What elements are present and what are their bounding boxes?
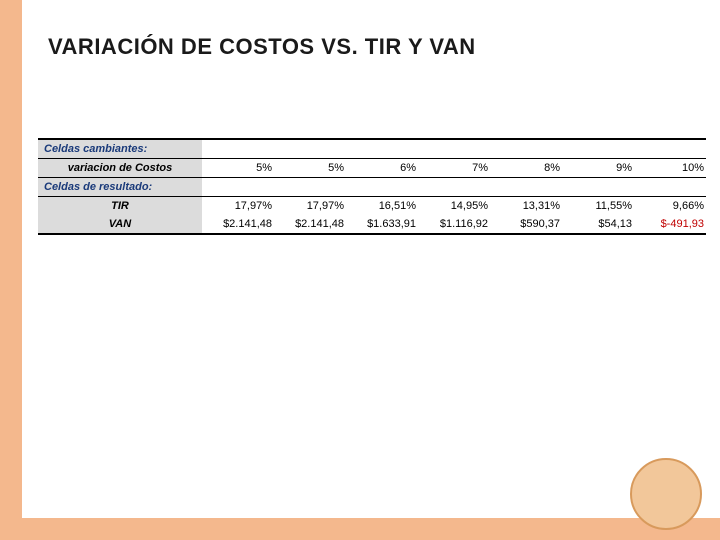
row-label-variacion: variacion de Costos: [38, 159, 202, 178]
tir-cell: 17,97%: [202, 197, 274, 216]
variation-cell: 5%: [202, 159, 274, 178]
van-cell: $54,13: [562, 215, 634, 234]
data-table: Celdas cambiantes: variacion de Costos 5…: [38, 138, 706, 235]
variation-cell: 10%: [634, 159, 706, 178]
tir-cell: 11,55%: [562, 197, 634, 216]
van-cell: $590,37: [490, 215, 562, 234]
section-header-resultado: Celdas de resultado:: [38, 178, 202, 197]
section-header-cambiantes: Celdas cambiantes:: [38, 139, 202, 159]
frame-left-bar: [0, 0, 22, 540]
van-cell: $2.141,48: [202, 215, 274, 234]
slide-title: VARIACIÓN DE COSTOS VS. TIR Y VAN: [48, 34, 476, 60]
van-cell: $1.116,92: [418, 215, 490, 234]
row-label-van: VAN: [38, 215, 202, 234]
van-cell: $1.633,91: [346, 215, 418, 234]
row-label-tir: TIR: [38, 197, 202, 216]
variation-cell: 9%: [562, 159, 634, 178]
tir-cell: 16,51%: [346, 197, 418, 216]
decorative-circle-icon: [630, 458, 702, 530]
tir-cell: 9,66%: [634, 197, 706, 216]
frame-bottom-bar: [0, 518, 720, 540]
van-cell: $2.141,48: [274, 215, 346, 234]
tir-cell: 13,31%: [490, 197, 562, 216]
variation-cell: 6%: [346, 159, 418, 178]
tir-cell: 14,95%: [418, 197, 490, 216]
van-cell: $-491,93: [634, 215, 706, 234]
variation-cell: 5%: [274, 159, 346, 178]
variation-cell: 8%: [490, 159, 562, 178]
variation-cell: 7%: [418, 159, 490, 178]
tir-cell: 17,97%: [274, 197, 346, 216]
